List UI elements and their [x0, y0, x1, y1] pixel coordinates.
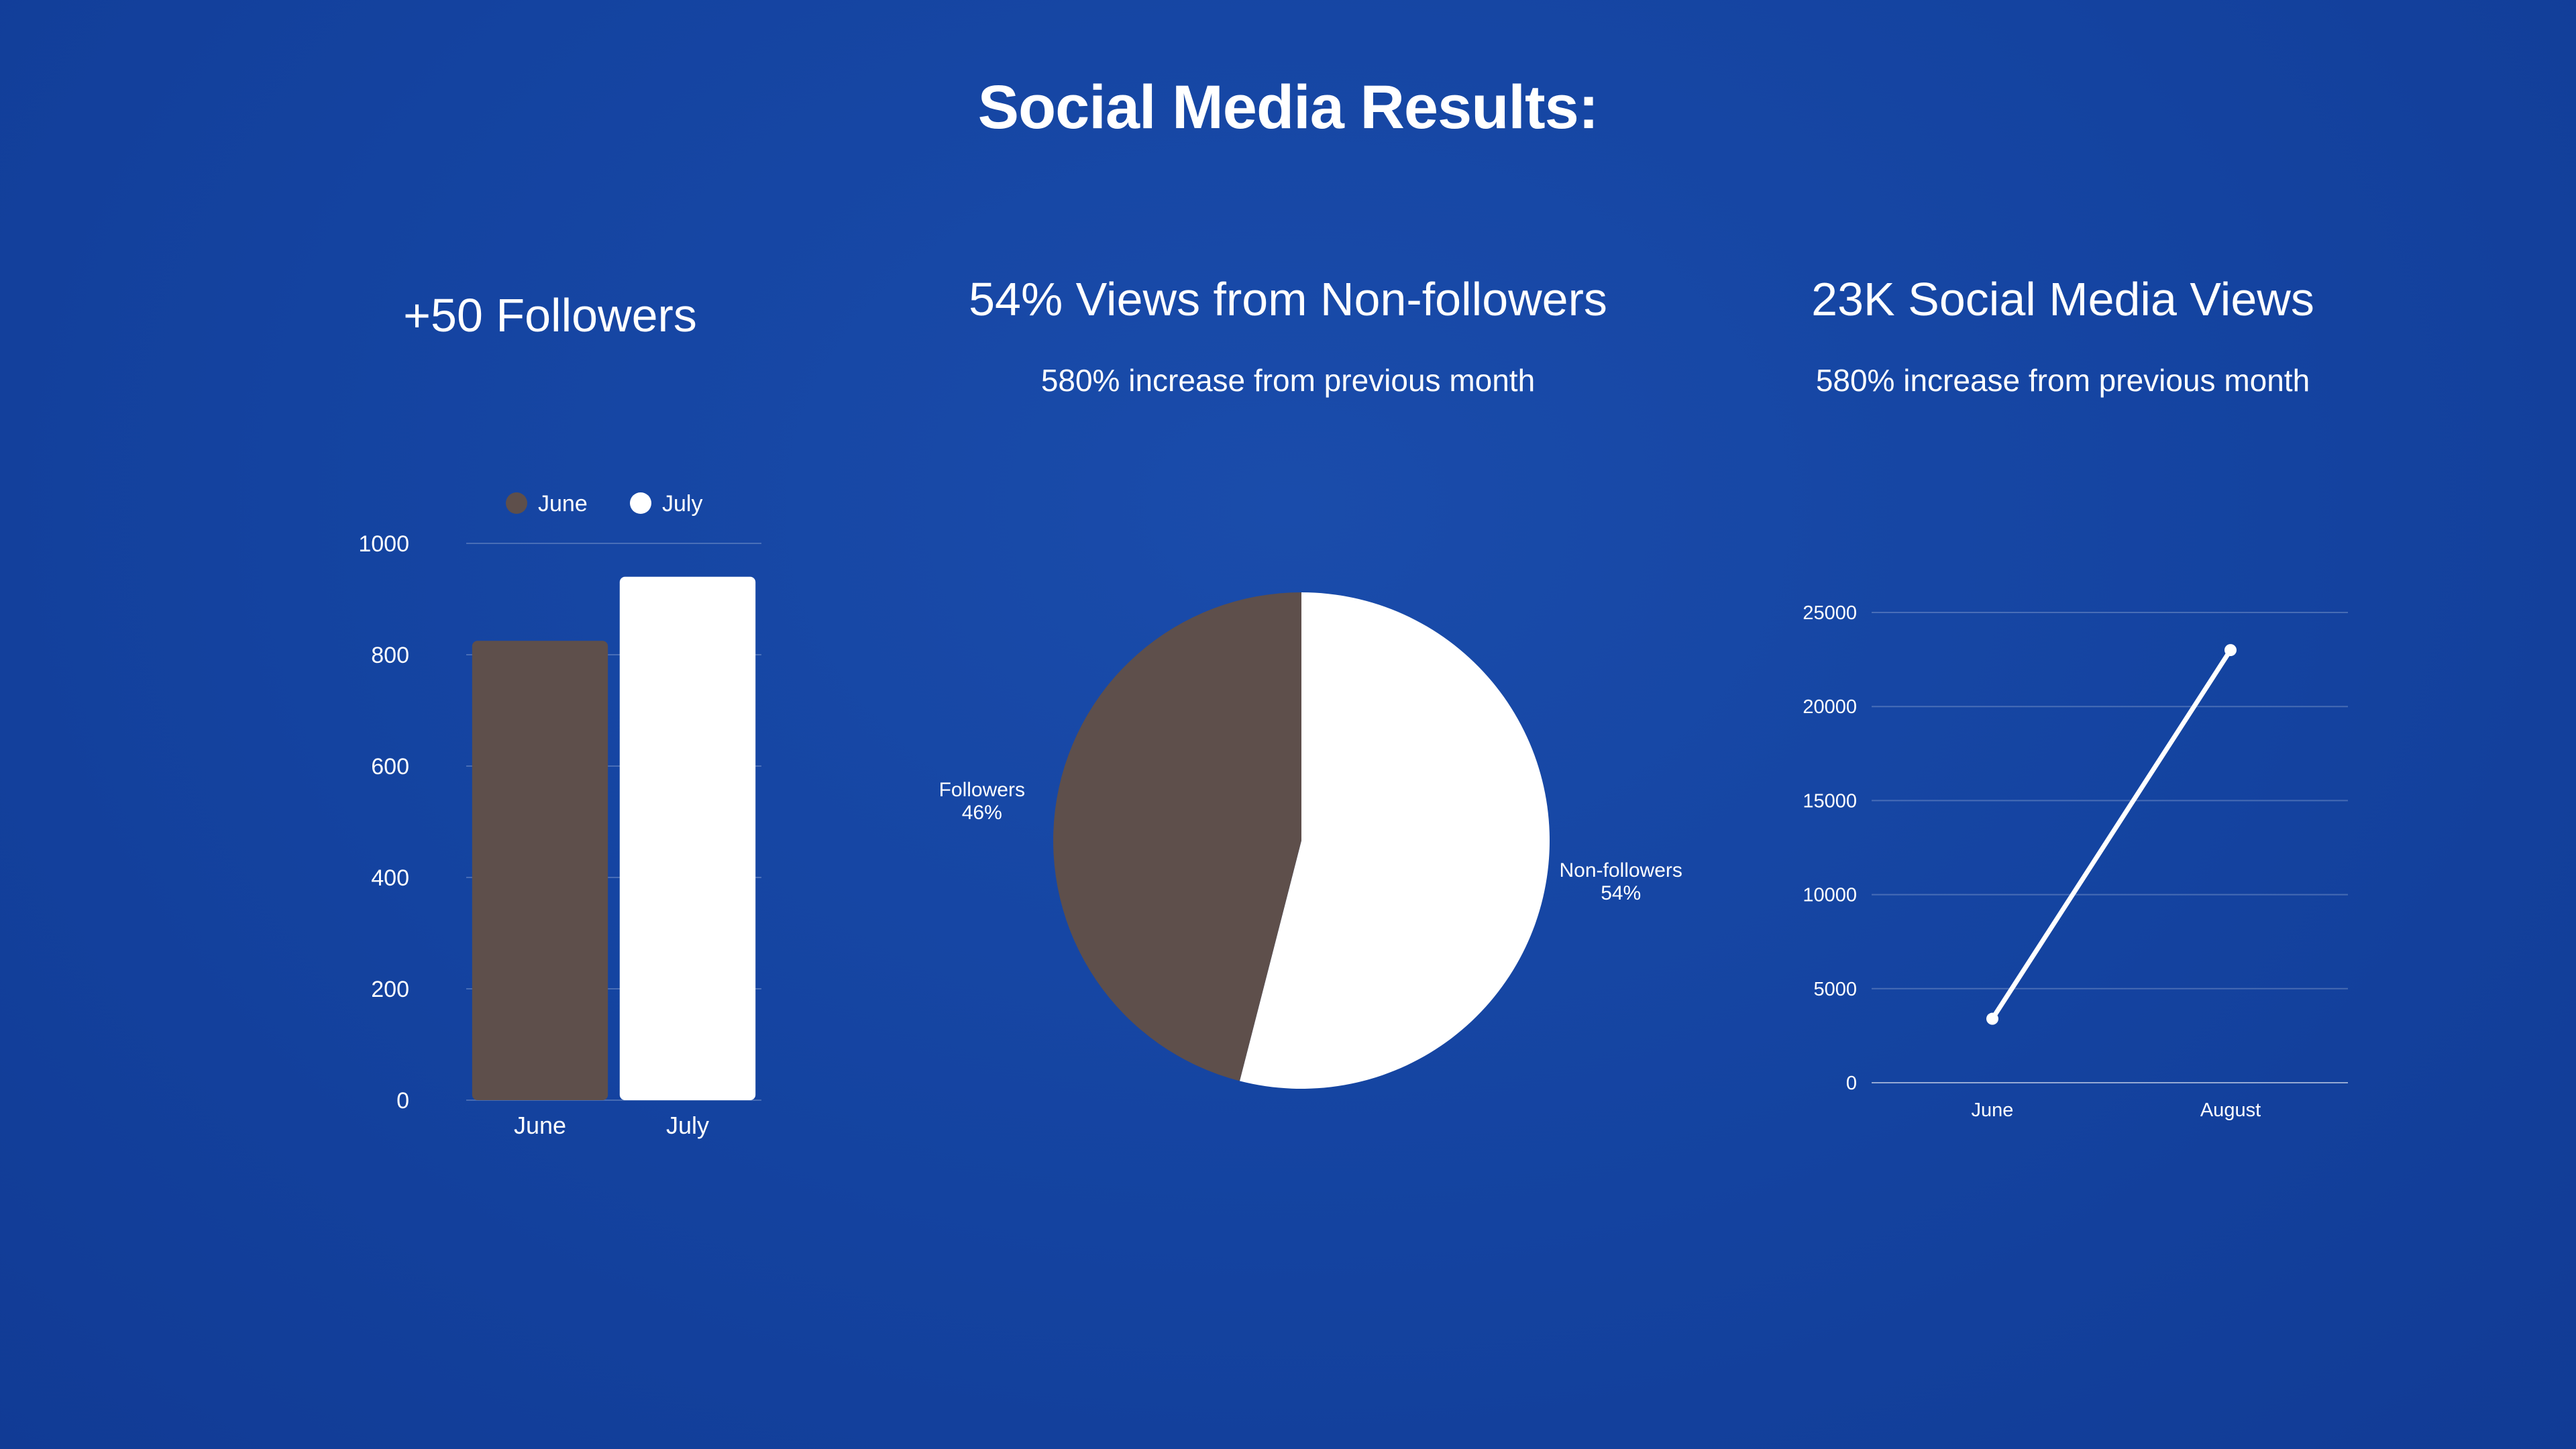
- total-views-chart-title: 23K Social Media Views: [1811, 273, 2314, 325]
- x-tick-label: June: [514, 1112, 566, 1139]
- legend-swatch-june: [506, 492, 527, 514]
- y-tick-label: 800: [371, 643, 409, 668]
- x-tick-label: June: [1972, 1099, 2014, 1121]
- views-split-chart-subtitle: 580% increase from previous month: [1040, 363, 1536, 398]
- y-tick-label: 0: [1846, 1073, 1857, 1094]
- views-line: [1990, 647, 2233, 1022]
- y-tick-label: 25000: [1803, 602, 1857, 624]
- x-tick-label: July: [666, 1112, 709, 1139]
- data-point-august: [2224, 644, 2237, 657]
- total-views-line-chart: 0 5000 10000 15000 20000 25000 June August: [1803, 602, 2348, 1121]
- pie-label-name: Followers: [939, 779, 1025, 801]
- y-tick-label: 20000: [1803, 696, 1857, 718]
- bar-july: [619, 576, 756, 1100]
- y-tick-label: 200: [371, 977, 409, 1002]
- followers-chart-title: +50 Followers: [403, 289, 697, 341]
- data-point-june: [1986, 1012, 1998, 1025]
- views-split-chart-title: 54% Views from Non-followers: [969, 273, 1607, 325]
- y-tick-label: 5000: [1813, 979, 1857, 1000]
- bar-june: [472, 641, 608, 1100]
- slide-title: Social Media Results:: [977, 73, 1599, 142]
- y-tick-label: 0: [396, 1088, 409, 1114]
- followers-bar-chart: 0 200 400 600 800 1000 June July June July: [358, 491, 761, 1139]
- legend-label-june: June: [538, 491, 588, 517]
- y-tick-label: 10000: [1803, 885, 1857, 906]
- pie-slice-followers: [1053, 592, 1301, 1081]
- total-views-chart-subtitle: 580% increase from previous month: [1815, 363, 2310, 398]
- y-tick-label: 1000: [358, 531, 409, 557]
- legend-swatch-july: [630, 492, 651, 514]
- y-tick-label: 400: [371, 865, 409, 891]
- y-tick-label: 600: [371, 754, 409, 780]
- legend-label-july: July: [662, 491, 702, 517]
- pie-label-name: Non-followers: [1560, 859, 1682, 881]
- pie-label-value: 54%: [1601, 882, 1641, 904]
- pie-label-value: 46%: [962, 802, 1002, 824]
- x-tick-label: August: [2200, 1099, 2261, 1121]
- y-tick-label: 15000: [1803, 790, 1857, 812]
- pie-slice-non-followers: [1239, 592, 1550, 1089]
